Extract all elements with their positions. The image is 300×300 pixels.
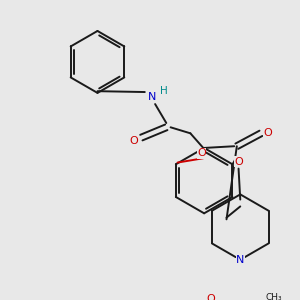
Text: CH₃: CH₃ xyxy=(266,293,282,300)
Text: O: O xyxy=(197,148,206,158)
Text: N: N xyxy=(236,255,244,265)
Text: H: H xyxy=(160,86,168,96)
Text: O: O xyxy=(207,294,215,300)
Text: N: N xyxy=(148,92,156,102)
Text: O: O xyxy=(129,136,138,146)
Text: O: O xyxy=(234,157,243,167)
Text: O: O xyxy=(263,128,272,138)
